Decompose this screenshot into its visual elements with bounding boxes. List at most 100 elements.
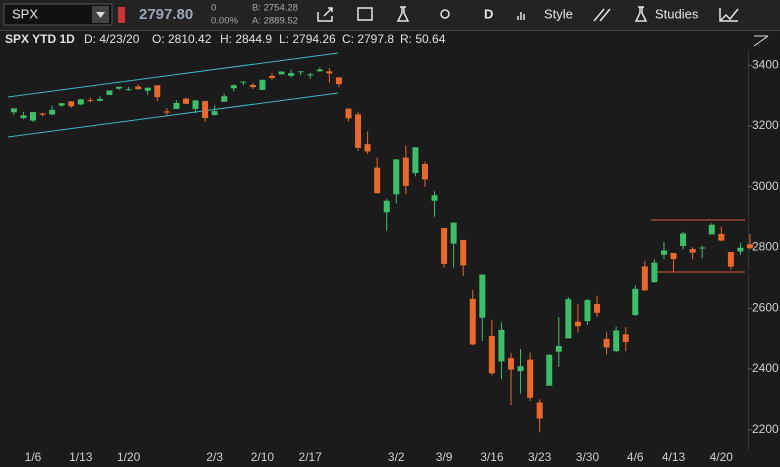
candle-body: [632, 288, 639, 315]
candle-body: [288, 73, 295, 76]
candle-body: [402, 157, 409, 186]
symbol-box[interactable]: [3, 3, 113, 26]
candle-body: [77, 99, 84, 105]
candle-body: [488, 335, 495, 374]
candle-body: [240, 81, 247, 83]
change-pct: 0.00%: [211, 16, 238, 27]
candle-body: [718, 233, 725, 241]
channel-lower: [7, 92, 339, 138]
y-tick-label: 3400: [752, 57, 779, 71]
channel-upper: [7, 52, 339, 98]
candle-body: [613, 330, 620, 352]
candle-body: [173, 102, 180, 109]
x-tick-label: 4/6: [627, 450, 644, 464]
candle-body: [450, 222, 457, 244]
header-date: D: 4/23/20: [84, 32, 140, 46]
y-tick-label: 3000: [752, 179, 779, 193]
style-button[interactable]: Style: [544, 6, 573, 21]
candle-body: [737, 247, 744, 252]
candle-body: [211, 111, 218, 116]
change: 0: [211, 3, 216, 14]
x-tick-label: 3/30: [576, 450, 600, 464]
toolbar: [0, 0, 780, 30]
x-tick-label: 2/10: [251, 450, 275, 464]
studies-icon[interactable]: [634, 6, 648, 22]
collapse-icon[interactable]: [753, 35, 769, 47]
settings-icon[interactable]: [440, 9, 450, 19]
x-tick-label: 1/13: [69, 450, 93, 464]
candle-body: [125, 89, 132, 91]
candle-body: [594, 304, 601, 313]
bid: B: 2754.28: [252, 3, 298, 14]
candle-body: [383, 200, 390, 213]
candle-body: [144, 87, 151, 91]
candle-body: [565, 299, 572, 339]
candle-body: [670, 252, 677, 260]
alert-icon[interactable]: [357, 7, 373, 21]
x-tick-label: 1/6: [25, 450, 42, 464]
candle-body: [297, 71, 304, 73]
candle-body: [269, 75, 275, 78]
candle-body: [431, 195, 438, 201]
candle-body: [660, 250, 667, 255]
header-range: R: 50.64: [400, 32, 446, 46]
drawing-icon[interactable]: [593, 8, 611, 22]
candle-body: [727, 252, 734, 267]
candle-body: [421, 163, 428, 180]
studies-button[interactable]: Studies: [655, 6, 699, 21]
header-low: L: 2794.26: [279, 32, 336, 46]
candle-body: [460, 239, 467, 266]
candle-body: [58, 103, 65, 106]
candle-body: [747, 244, 753, 249]
candle-body: [345, 108, 352, 119]
candle-body: [316, 69, 323, 72]
style-icon[interactable]: [517, 12, 525, 20]
candle-body: [412, 147, 419, 174]
x-tick-label: 3/23: [528, 450, 552, 464]
pattern-icon[interactable]: [719, 8, 739, 22]
x-tick-label: 3/9: [436, 450, 453, 464]
candle-body: [154, 85, 161, 98]
y-tick-label: 2200: [752, 422, 779, 436]
flask-icon[interactable]: [396, 6, 410, 22]
share-icon[interactable]: [317, 7, 333, 22]
candle-body: [10, 108, 17, 113]
x-tick-label: 4/13: [662, 450, 686, 464]
candle-body: [441, 228, 448, 264]
candle-body: [192, 100, 199, 109]
y-tick-label: 2800: [752, 240, 779, 254]
candle-body: [536, 402, 543, 419]
flag: [118, 7, 125, 23]
header-close: C: 2797.8: [342, 32, 394, 46]
candle-body: [508, 358, 514, 370]
candle-body: [278, 71, 285, 75]
candle-body: [221, 96, 228, 102]
dropdown-arrow: [96, 12, 105, 18]
candle-body: [708, 224, 715, 235]
last-price: 2797.80: [139, 6, 193, 23]
x-tick-label: 2/17: [299, 450, 323, 464]
candle-body: [574, 321, 581, 327]
candle-body: [230, 85, 237, 89]
candle-body: [393, 159, 400, 195]
candle-body: [680, 233, 687, 246]
candle-body: [326, 71, 333, 74]
candle-body: [249, 84, 256, 88]
period[interactable]: D: [484, 6, 493, 21]
candle-body: [584, 300, 591, 322]
candle-body: [603, 338, 610, 348]
candle-body: [517, 366, 524, 372]
candle-body: [498, 329, 505, 362]
candle-body: [479, 274, 486, 318]
ask: A: 2889.52: [252, 16, 298, 27]
candle-body: [135, 86, 142, 90]
candle-body: [39, 113, 46, 115]
candle-body: [364, 144, 371, 152]
header-open: O: 2810.42: [152, 32, 212, 46]
candle-body: [555, 345, 562, 352]
x-tick-label: 3/2: [388, 450, 405, 464]
candle-body: [335, 77, 342, 85]
x-tick-label: 4/20: [710, 450, 734, 464]
